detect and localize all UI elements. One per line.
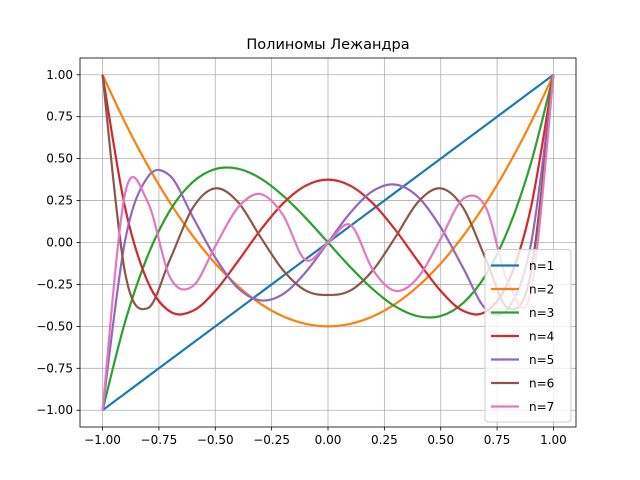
y-tick-label: −0.75 <box>36 361 73 375</box>
legend-label: n=3 <box>529 306 554 320</box>
axis-ticks: −1.00 −0.75 −0.50 −0.25 0.00 0.25 0.50 0.75 1.00… <box>36 68 567 447</box>
x-tick-label: 0.00 <box>315 433 342 447</box>
y-tick-label: 0.50 <box>46 152 73 166</box>
x-tick-label: −0.75 <box>141 433 178 447</box>
x-tick-label: 0.25 <box>371 433 398 447</box>
series-line-7 <box>101 74 555 411</box>
x-tick-label: 0.75 <box>484 433 511 447</box>
x-tick-label: −0.50 <box>197 433 234 447</box>
series-line-2 <box>101 74 555 328</box>
y-tick-label: 0.75 <box>46 110 73 124</box>
legend-label: n=1 <box>529 259 554 273</box>
legend-label: n=7 <box>529 400 554 414</box>
chart-title: Полиномы Лежандра <box>246 37 409 53</box>
legend-label: n=6 <box>529 377 554 391</box>
x-tick-label: 1.00 <box>540 433 567 447</box>
legend: n=1 n=2 n=3 n=4 n=5 n=6 n=7 <box>484 249 572 423</box>
x-tick-label: −0.25 <box>253 433 290 447</box>
legend-box <box>484 249 572 423</box>
y-tick-label: 0.25 <box>46 194 73 208</box>
legend-label: n=2 <box>529 283 554 297</box>
y-tick-label: −1.00 <box>36 403 73 417</box>
y-tick-label: 0.00 <box>46 236 73 250</box>
y-tick-label: −0.50 <box>36 319 73 333</box>
y-tick-label: 1.00 <box>46 68 73 82</box>
x-tick-label: −1.00 <box>84 433 121 447</box>
legend-label: n=5 <box>529 353 554 367</box>
y-tick-label: −0.25 <box>36 277 73 291</box>
x-tick-label: 0.50 <box>427 433 454 447</box>
legend-label: n=4 <box>529 330 554 344</box>
